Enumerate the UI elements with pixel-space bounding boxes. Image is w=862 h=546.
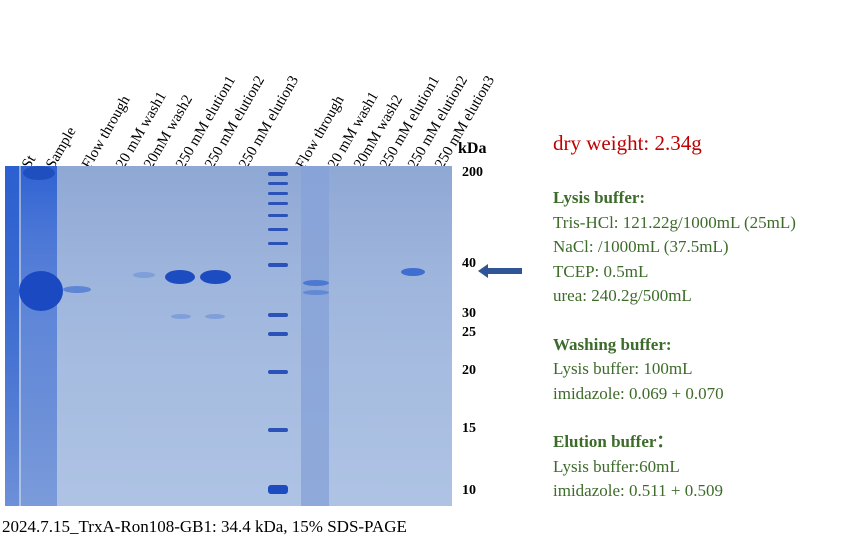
elution1-band — [165, 270, 195, 284]
buffer-notes: Lysis buffer: Tris-HCl: 121.22g/1000mL (… — [553, 186, 853, 504]
mw-40: 40 — [462, 256, 476, 271]
elution-minor-band-1 — [171, 314, 191, 319]
flow-through-2-band-b — [303, 290, 329, 295]
figure-caption: 2024.7.15_TrxA-Ron108-GB1: 34.4 kDa, 15%… — [2, 517, 407, 536]
washing-line: Lysis buffer: 100mL — [553, 359, 693, 378]
arrow-left-icon — [478, 264, 522, 278]
lysis-line: TCEP: 0.5mL — [553, 261, 649, 281]
lane-label-sample: Sample — [43, 124, 80, 172]
elution-buffer-title: Elution buffer： — [553, 432, 674, 451]
sample-top-band — [23, 166, 55, 180]
mw-20: 20 — [462, 363, 476, 378]
elution-line: Lysis buffer:60mL — [553, 456, 680, 476]
standard-lane — [5, 166, 19, 506]
lysis-buffer-title: Lysis buffer: — [553, 188, 646, 207]
mw-200: 200 — [462, 165, 483, 180]
gel-image — [5, 166, 452, 506]
sample-main-band — [19, 271, 63, 311]
dry-weight: dry weight: 2.34g — [553, 131, 702, 155]
mw-15: 15 — [462, 421, 476, 436]
elution1-2-band — [401, 268, 425, 276]
flow-through-band — [63, 286, 91, 293]
lysis-line: Tris-HCl: 121.22g/1000mL (25mL) — [553, 212, 796, 232]
elution-minor-band-2 — [205, 314, 225, 319]
wash-band — [133, 272, 155, 278]
washing-line: imidazole: 0.069 + 0.070 — [553, 383, 724, 403]
elution-line: imidazole: 0.511 + 0.509 — [553, 481, 723, 500]
lysis-line: NaCl: /1000mL (37.5mL) — [553, 237, 729, 256]
washing-buffer-title: Washing buffer: — [553, 334, 672, 354]
mw-25: 25 — [462, 325, 476, 340]
lysis-line: urea: 240.2g/500mL — [553, 286, 692, 305]
sample-lane — [21, 166, 57, 506]
mw-30: 30 — [462, 306, 476, 321]
flow-through-2-band-a — [303, 280, 329, 286]
kda-unit-label: kDa — [458, 140, 487, 157]
elution2-band — [200, 270, 231, 284]
mw-10: 10 — [462, 483, 476, 498]
flow-through-2-lane — [301, 166, 329, 506]
